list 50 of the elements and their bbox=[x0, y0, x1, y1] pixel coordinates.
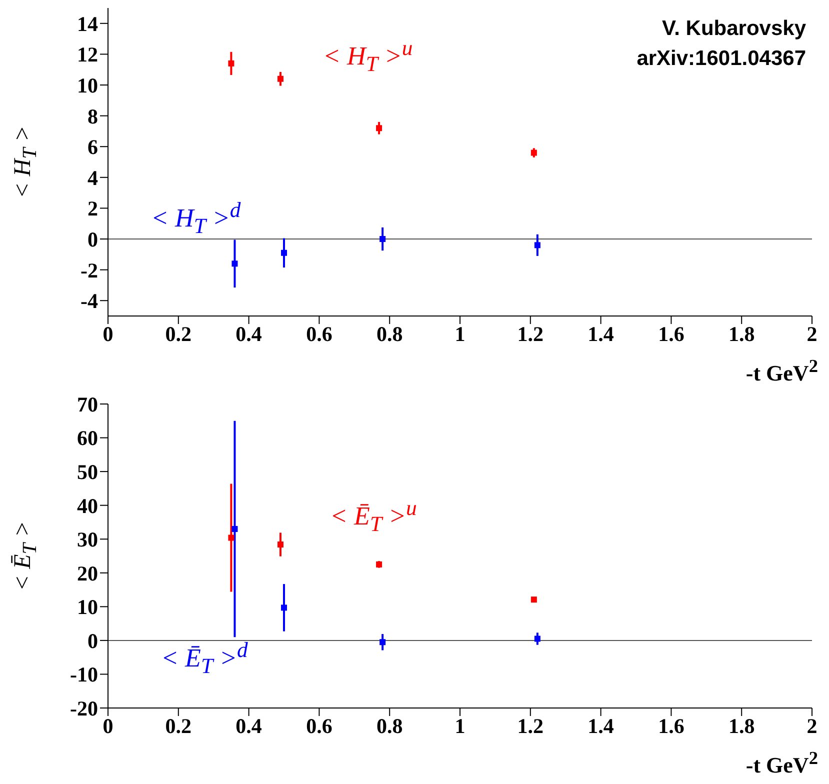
y-tick-label: 60 bbox=[77, 426, 98, 450]
y-tick-label: 10 bbox=[77, 595, 98, 620]
annotation: V. Kubarovsky bbox=[661, 16, 806, 42]
series-label: < H$_{T}$ >$^{u}$ bbox=[323, 36, 413, 77]
series-label: < H$_{T}$ >$^{d}$ bbox=[151, 198, 241, 239]
y-tick-label: -10 bbox=[70, 662, 98, 687]
x-tick-label: 0.6 bbox=[306, 714, 332, 738]
x-tick-label: 1.8 bbox=[728, 714, 755, 738]
y-tick-label: 10 bbox=[77, 73, 98, 98]
x-tick-label: 1.8 bbox=[728, 322, 755, 346]
x-tick-label: 0.2 bbox=[165, 714, 192, 738]
annotation: arXiv:1601.04367 bbox=[636, 46, 806, 72]
x-tick-label: 0.4 bbox=[236, 322, 262, 346]
x-axis-title: -t GeV$^{2}$ bbox=[746, 748, 818, 778]
y-tick-label: 14 bbox=[77, 12, 98, 36]
x-tick-label: 1 bbox=[454, 322, 466, 346]
x-tick-label: 2 bbox=[806, 714, 818, 738]
y-tick-label: 40 bbox=[77, 494, 98, 518]
x-tick-label: 0.2 bbox=[165, 322, 192, 346]
y-tick-label: 0 bbox=[88, 227, 98, 252]
x-tick-label: 1.6 bbox=[658, 322, 684, 346]
y-tick-label: 70 bbox=[77, 392, 98, 416]
x-tick-label: 0 bbox=[102, 322, 114, 346]
y-tick-label: 50 bbox=[77, 460, 98, 484]
x-tick-label: 0 bbox=[102, 714, 114, 738]
y-tick-label: -4 bbox=[80, 289, 98, 314]
x-tick-label: 0.8 bbox=[376, 322, 403, 346]
x-tick-label: 1.6 bbox=[658, 714, 684, 738]
series-label: < Ē$_{T}$ >$^{u}$ bbox=[330, 496, 417, 537]
x-tick-label: 2 bbox=[806, 322, 818, 346]
y-tick-label: 8 bbox=[88, 104, 98, 128]
x-tick-label: 0.6 bbox=[306, 322, 332, 346]
y-tick-label: -2 bbox=[80, 258, 98, 282]
y-tick-label: 6 bbox=[88, 135, 98, 160]
y-tick-label: -20 bbox=[70, 696, 98, 720]
x-tick-label: 1.2 bbox=[517, 714, 544, 738]
x-tick-label: 1.2 bbox=[517, 322, 544, 346]
y-tick-label: 0 bbox=[88, 628, 98, 653]
x-tick-label: 1 bbox=[454, 714, 466, 738]
y-tick-label: 4 bbox=[88, 166, 98, 190]
x-tick-label: 1.4 bbox=[588, 714, 614, 738]
y-tick-label: 12 bbox=[77, 42, 98, 67]
x-axis-title: -t GeV$^{2}$ bbox=[746, 356, 818, 386]
y-tick-label: 30 bbox=[77, 528, 98, 552]
x-tick-label: 0.4 bbox=[236, 714, 262, 738]
y-tick-label: 2 bbox=[88, 196, 98, 221]
series-label: < Ē$_{T}$ >$^{d}$ bbox=[161, 638, 248, 679]
x-tick-label: 1.4 bbox=[588, 322, 614, 346]
y-tick-label: 20 bbox=[77, 561, 98, 586]
x-tick-label: 0.8 bbox=[376, 714, 403, 738]
